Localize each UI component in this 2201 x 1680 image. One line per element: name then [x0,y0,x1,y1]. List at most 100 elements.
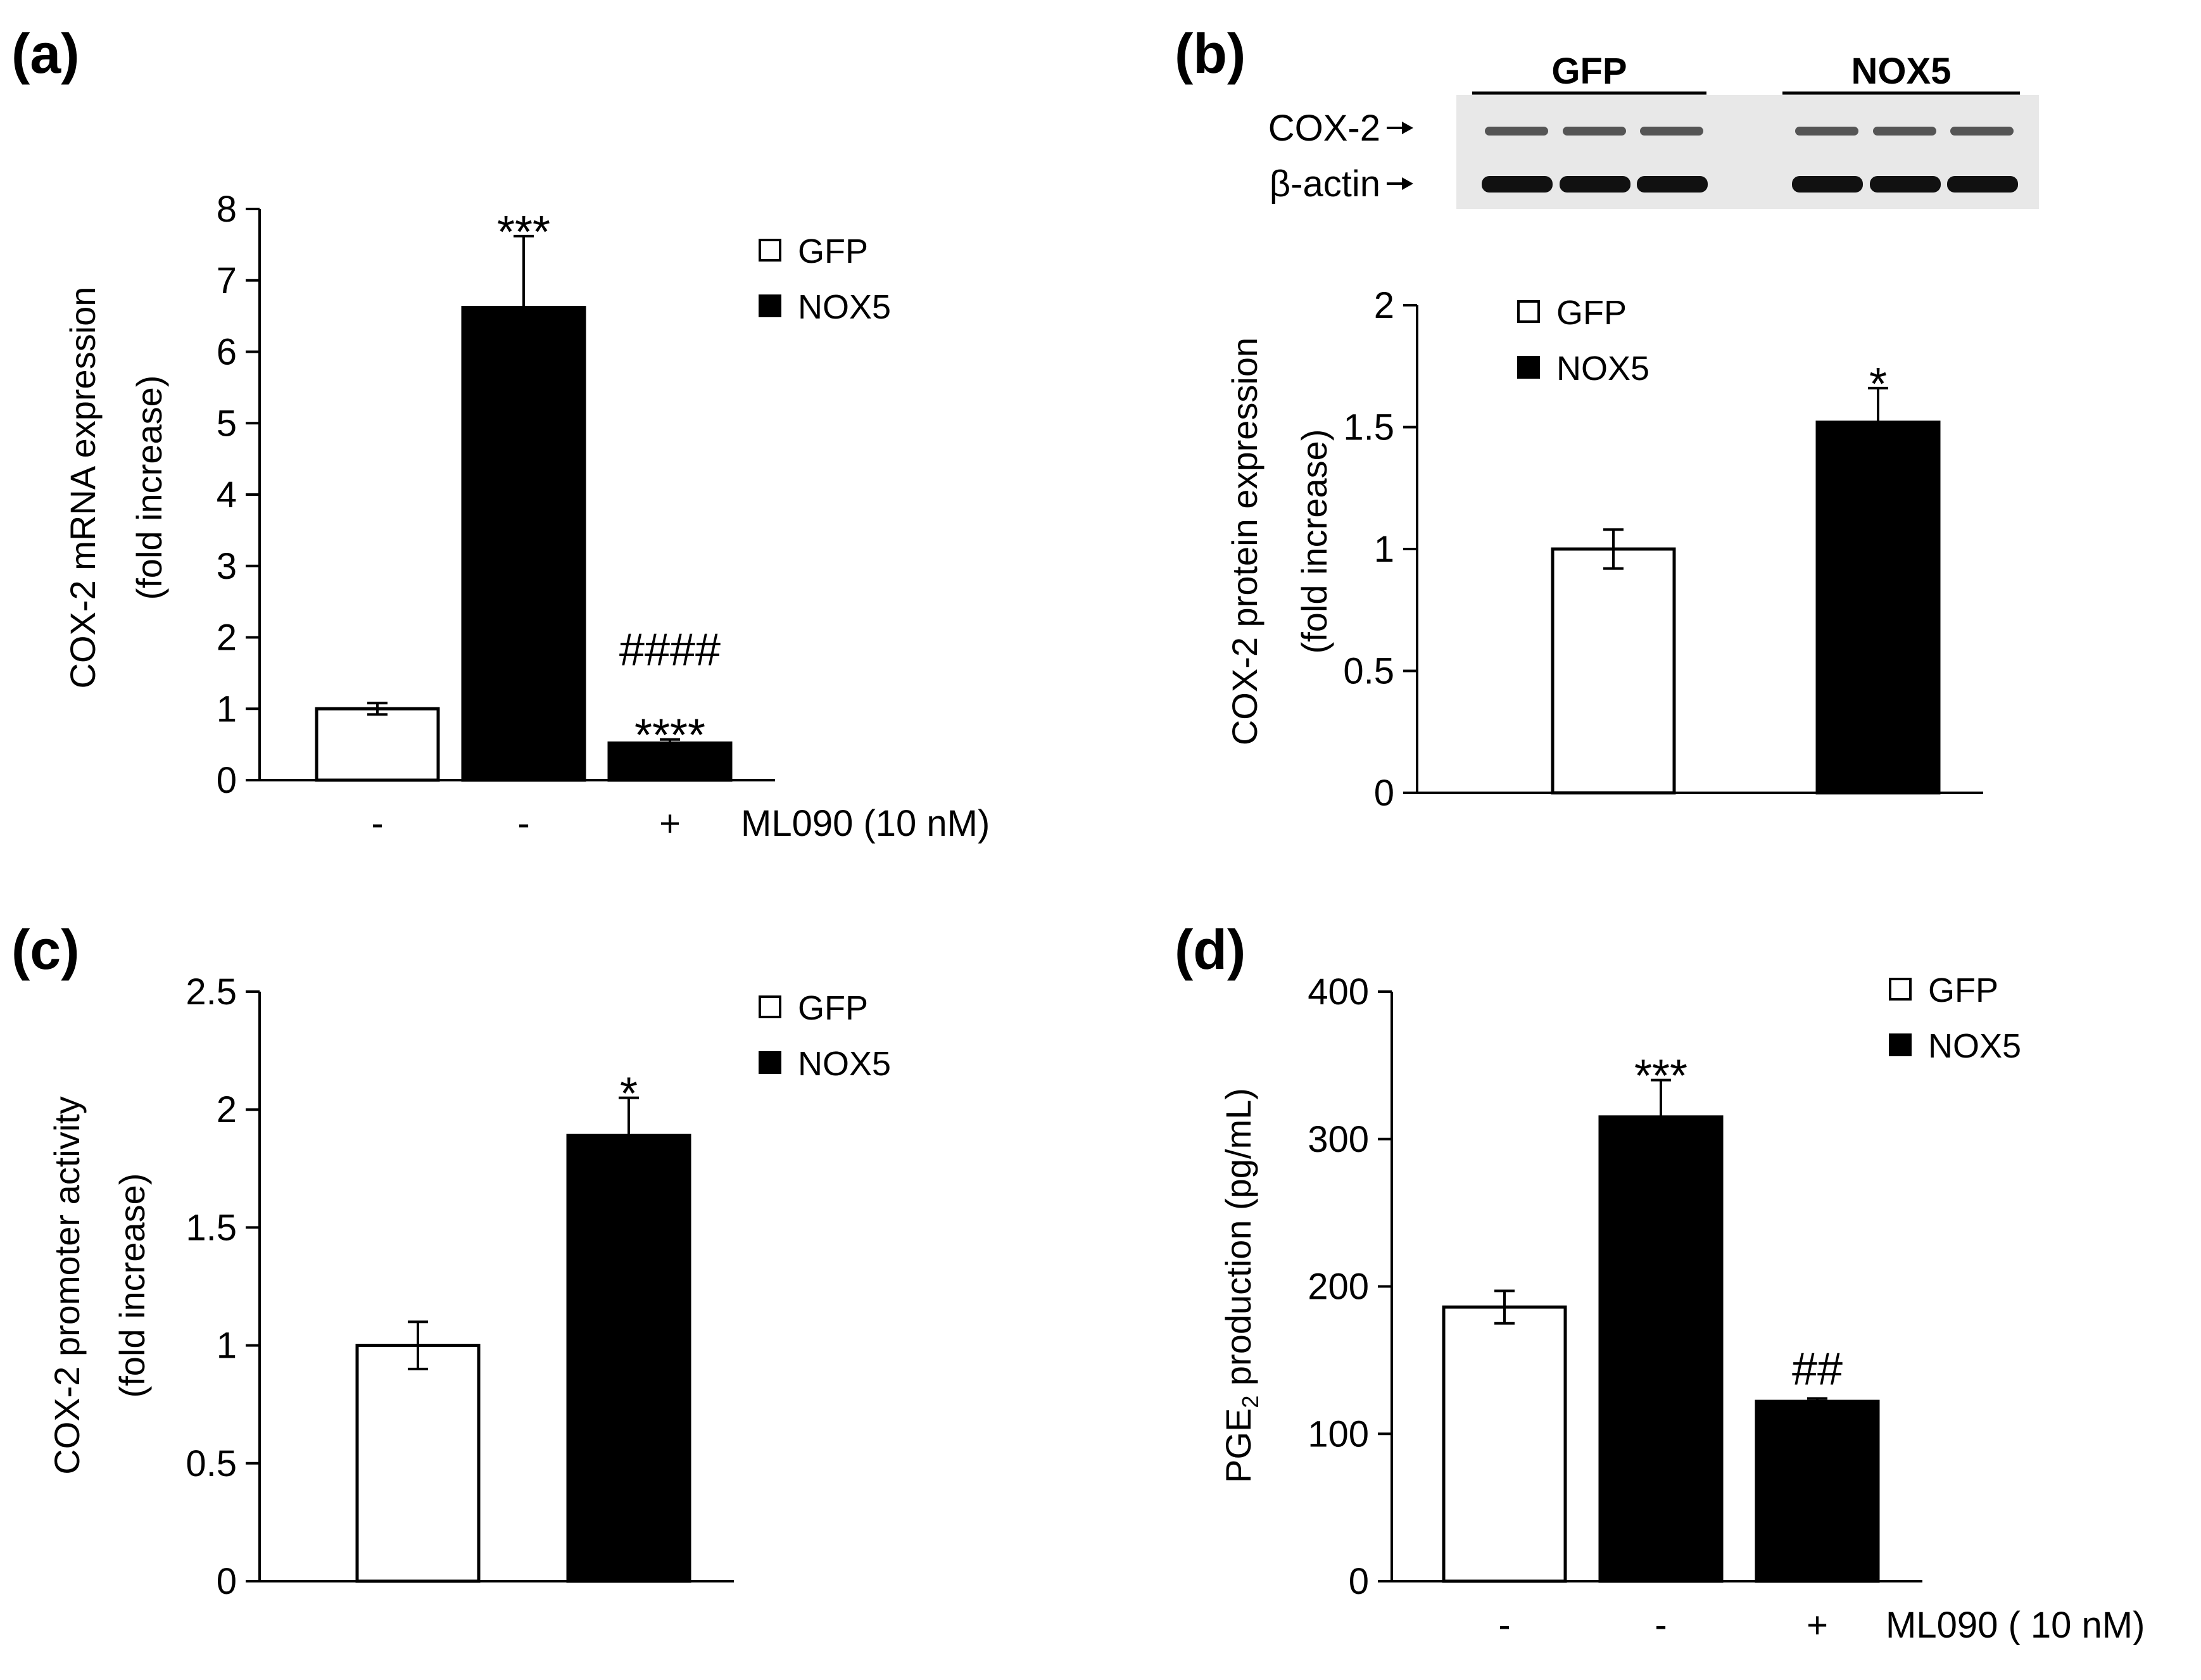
panel-d-significance: *** [1634,1051,1687,1102]
blot-band-actin [1792,176,1863,193]
panel-b-bar-1 [1551,547,1676,795]
panel-a-y-tick-label: 2 [217,617,237,659]
panel-a-category-3: + [659,803,681,844]
panel-c-y-tick-label: 0.5 [186,1443,237,1484]
panel-d-y-tick-label: 200 [1308,1266,1369,1308]
panel-a-significance: *** [497,207,550,258]
western-blot: GFP NOX5 COX-2 β-actin [1268,51,2039,209]
panel-d-label: (d) [1175,918,1246,981]
panel-b-y-tick-label: 2 [1374,285,1394,326]
blot-band-cox2 [1563,127,1626,136]
panel-c-y-tick-label: 0 [217,1561,237,1602]
panel-a-y-tick-label: 4 [217,474,237,515]
panel-a-legend-label: NOX5 [798,288,891,326]
blot-background [1456,95,2039,209]
panel-a-y-tick-label: 1 [217,688,237,729]
panel-a-category-1: - [371,803,383,844]
blot-band-cox2 [1873,127,1936,136]
blot-band-cox2 [1640,127,1703,136]
panel-c: (c) 0 0.5 1 1.5 2 2.5 COX-2 promoter activity (f… [11,918,891,1602]
panel-d-bar-3 [1755,1399,1880,1583]
blot-row-label: COX-2 [1268,108,1380,149]
blot-arrowhead-icon [1402,122,1413,134]
panel-c-y-tick-label: 2 [217,1089,237,1130]
panel-c-legend-swatch-nox5 [759,1051,781,1074]
panel-b-label: (b) [1175,22,1246,85]
panel-d-y-axis-title: PGE2 production (pg/mL) [1218,1088,1263,1483]
panel-d-legend-swatch-nox5 [1889,1033,1912,1056]
panel-d: (d) 0 100 200 300 400 PGE2 production (pg/mL) -… [1175,918,2145,1646]
panel-d-y-tick-label: 0 [1349,1561,1369,1602]
blot-band-cox2 [1795,127,1858,136]
panel-d-bar-1 [1442,1305,1567,1583]
panel-c-bar-2 [566,1134,691,1583]
panel-d-legend-label: NOX5 [1928,1027,2021,1065]
panel-b-significance: * [1869,359,1887,410]
blot-row-label: β-actin [1270,163,1380,205]
blot-band-cox2 [1485,127,1548,136]
panel-a-y-tick-label: 8 [217,189,237,230]
panel-c-bar-1 [355,1344,481,1583]
panel-a-legend-label: GFP [798,232,868,270]
panel-b-legend-label: NOX5 [1556,350,1649,388]
panel-d-significance: ## [1792,1344,1843,1394]
blot-band-cox2 [1950,127,2014,136]
blot-band-actin [1560,176,1630,193]
panel-b-legend-label: GFP [1556,294,1627,332]
panel-a-label: (a) [11,22,80,85]
panel-c-legend-label: NOX5 [798,1045,891,1083]
blot-arrowhead-icon [1402,177,1413,190]
panel-b-y-tick-label: 1 [1374,529,1394,570]
panel-c-significance: * [620,1069,638,1120]
panel-a-y-tick-label: 6 [217,332,237,373]
panel-a-y-tick-label: 5 [217,403,237,444]
panel-d-y-tick-label: 300 [1308,1119,1369,1160]
panel-b-y-axis-title: COX-2 protein expression [1225,338,1264,745]
panel-c-y-tick-label: 1 [217,1325,237,1367]
panel-a-significance: **** [634,711,705,761]
panel-d-category-1: - [1498,1605,1510,1646]
panel-c-legend-label: GFP [798,989,868,1027]
panel-a: (a) 0 1 2 3 4 5 6 7 8 COX-2 mRNA expression (fold i… [11,22,990,844]
panel-d-bar-2 [1598,1115,1724,1583]
panel-b-y-tick-label: 0.5 [1343,651,1394,692]
panel-d-y-tick-label: 400 [1308,971,1369,1013]
blot-band-actin [1637,176,1708,193]
panel-d-category-2: - [1655,1605,1667,1646]
blot-band-actin [1947,176,2018,193]
panel-c-label: (c) [11,918,80,981]
panel-a-legend-swatch-nox5 [759,294,781,317]
panel-a-treatment-label: ML090 (10 nM) [741,803,990,844]
panel-c-legend-swatch-gfp [759,995,781,1018]
panel-a-bar-1 [315,707,440,782]
panel-d-legend-swatch-gfp [1889,978,1912,1001]
panel-b: (b) 0 0.5 1 1.5 2 COX-2 protein expression (fol… [1175,22,2039,814]
panel-b-y-tick-label: 0 [1374,773,1394,814]
panel-d-y-tick-label: 100 [1308,1413,1369,1455]
panel-b-legend-swatch-nox5 [1517,356,1540,379]
panel-c-y-axis-subtitle: (fold increase) [112,1173,152,1398]
panel-b-bar-2 [1815,420,1941,795]
panel-c-y-axis-title: COX-2 promoter activity [47,1096,87,1475]
panel-c-y-tick-label: 1.5 [186,1207,237,1248]
panel-a-legend-swatch-gfp [759,239,781,262]
panel-a-y-tick-label: 3 [217,546,237,587]
panel-d-legend-label: GFP [1928,971,1998,1009]
panel-a-y-axis-title: COX-2 mRNA expression [63,287,103,689]
panel-a-y-axis-subtitle: (fold increase) [129,376,169,600]
panel-a-y-tick-label: 0 [217,760,237,801]
panel-d-treatment-label: ML090 ( 10 nM) [1886,1605,2145,1646]
panel-b-y-tick-label: 1.5 [1343,407,1394,448]
panel-a-category-2: - [517,803,529,844]
panel-a-bar-3 [607,741,733,782]
panel-a-y-tick-label: 7 [217,260,237,301]
blot-band-actin [1870,176,1941,193]
blot-group-label: GFP [1551,51,1627,92]
blot-group-label: NOX5 [1851,51,1952,92]
blot-band-actin [1482,176,1553,193]
panel-c-y-tick-label: 2.5 [186,971,237,1013]
panel-b-y-axis-subtitle: (fold increase) [1294,429,1334,654]
panel-a-significance: #### [619,625,721,676]
panel-a-bar-2 [461,306,586,782]
